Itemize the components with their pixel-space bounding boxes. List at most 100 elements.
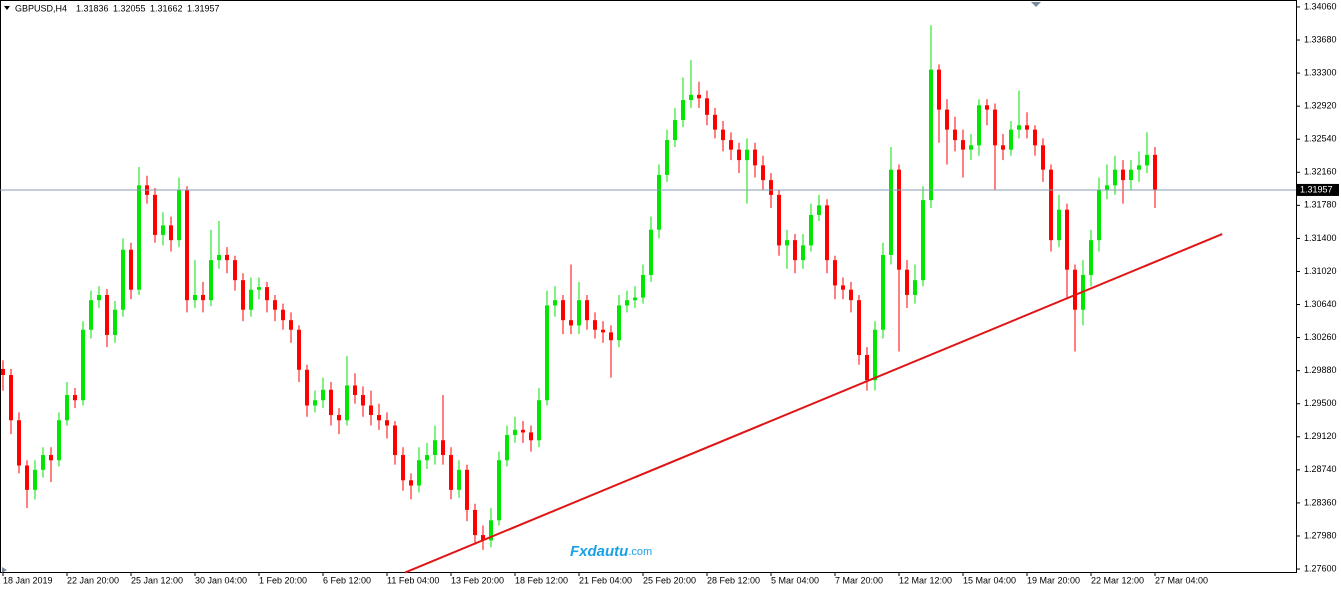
y-tick-label: 1.33300 bbox=[1304, 67, 1337, 77]
watermark: Fxdautu.com bbox=[570, 543, 652, 560]
last-bar-value: 1.31836 bbox=[76, 3, 109, 13]
candle-body bbox=[641, 274, 645, 298]
candle-body bbox=[9, 375, 13, 421]
x-tick-label: 27 Mar 04:00 bbox=[1155, 575, 1208, 585]
candle-body bbox=[737, 149, 741, 161]
candle-body bbox=[873, 329, 877, 381]
candle-body bbox=[249, 289, 253, 310]
candle-body bbox=[481, 535, 485, 541]
candle-body bbox=[193, 294, 197, 301]
last-bar-value: 1.32055 bbox=[113, 3, 146, 13]
candle-body bbox=[449, 455, 453, 490]
candle-body bbox=[553, 300, 557, 306]
current-price-box bbox=[1297, 183, 1339, 196]
candle-body bbox=[313, 400, 317, 406]
candle-body bbox=[473, 509, 477, 536]
y-tick-label: 1.29500 bbox=[1304, 398, 1337, 408]
candle-body bbox=[745, 149, 749, 161]
candle-body bbox=[185, 189, 189, 301]
candle-body bbox=[217, 254, 221, 261]
candle-body bbox=[49, 455, 53, 461]
candle-body bbox=[89, 300, 93, 330]
candle-body bbox=[857, 300, 861, 355]
scroll-marker bbox=[1031, 2, 1041, 7]
candle-body bbox=[593, 320, 597, 330]
candle-body bbox=[209, 260, 213, 301]
candle-body bbox=[705, 98, 709, 115]
candle-body bbox=[1049, 169, 1053, 241]
candle-body bbox=[401, 455, 405, 481]
candle-body bbox=[913, 280, 917, 295]
candle-body bbox=[1073, 269, 1077, 310]
candle-body bbox=[505, 435, 509, 461]
candle-body bbox=[529, 432, 533, 441]
candle-body bbox=[569, 320, 573, 326]
trendline bbox=[404, 233, 1223, 574]
candle-body bbox=[1, 368, 5, 376]
last-bar-value: 1.31957 bbox=[187, 3, 220, 13]
candle-body bbox=[769, 180, 773, 195]
candle-body bbox=[1041, 145, 1045, 170]
y-tick-label: 1.32920 bbox=[1304, 101, 1337, 111]
candle-body bbox=[73, 395, 77, 401]
y-tick-label: 1.28360 bbox=[1304, 497, 1337, 507]
candle-body bbox=[1121, 169, 1125, 181]
candle-body bbox=[697, 94, 701, 99]
candle-body bbox=[425, 455, 429, 461]
current-price-label: 1.31957 bbox=[1300, 184, 1333, 194]
x-tick-label: 28 Feb 12:00 bbox=[707, 575, 760, 585]
candle-body bbox=[689, 94, 693, 101]
candle-body bbox=[729, 140, 733, 150]
candle-body bbox=[441, 440, 445, 456]
candle-body bbox=[265, 287, 269, 301]
last-bar-value: 1.31662 bbox=[150, 3, 183, 13]
candle-body bbox=[489, 520, 493, 541]
y-tick-label: 1.32540 bbox=[1304, 134, 1337, 144]
candle-body bbox=[609, 332, 613, 341]
candle-body bbox=[905, 269, 909, 295]
candle-body bbox=[457, 469, 461, 490]
y-tick-label: 1.29880 bbox=[1304, 365, 1337, 375]
candle-body bbox=[681, 100, 685, 121]
candle-body bbox=[33, 469, 37, 490]
y-tick-label: 1.34060 bbox=[1304, 1, 1337, 11]
candle-body bbox=[17, 420, 21, 466]
y-tick-label: 1.32160 bbox=[1304, 167, 1337, 177]
candle-body bbox=[513, 429, 517, 436]
candle-body bbox=[129, 249, 133, 290]
candle-body bbox=[1113, 169, 1117, 186]
candle-body bbox=[177, 189, 181, 241]
candle-body bbox=[169, 225, 173, 241]
candle-body bbox=[993, 109, 997, 146]
y-tick-label: 1.31400 bbox=[1304, 233, 1337, 243]
x-tick-label: 13 Feb 20:00 bbox=[451, 575, 504, 585]
symbol-title: GBPUSD,H4 bbox=[15, 3, 67, 13]
x-tick-label: 5 Mar 04:00 bbox=[771, 575, 819, 585]
candle-body bbox=[1129, 169, 1133, 181]
candle-body bbox=[65, 395, 69, 421]
candle-body bbox=[1009, 129, 1013, 150]
candle-body bbox=[1145, 154, 1149, 166]
candle-body bbox=[673, 120, 677, 141]
candle-body bbox=[817, 205, 821, 215]
candle-body bbox=[793, 240, 797, 261]
candle-body bbox=[849, 289, 853, 301]
candle-body bbox=[409, 480, 413, 486]
candle-body bbox=[953, 129, 957, 141]
candle-body bbox=[361, 395, 365, 406]
candle-body bbox=[105, 294, 109, 335]
candle-body bbox=[1033, 129, 1037, 146]
candle-body bbox=[1001, 145, 1005, 150]
candle-body bbox=[721, 129, 725, 141]
candle-body bbox=[937, 69, 941, 110]
candle-body bbox=[25, 465, 29, 490]
candle-body bbox=[385, 420, 389, 426]
x-tick-label: 12 Mar 12:00 bbox=[899, 575, 952, 585]
candle-body bbox=[1089, 240, 1093, 275]
y-tick-label: 1.31020 bbox=[1304, 266, 1337, 276]
candle-body bbox=[1017, 125, 1021, 130]
candle-body bbox=[81, 329, 85, 401]
candle-body bbox=[785, 240, 789, 246]
candle-body bbox=[825, 205, 829, 261]
